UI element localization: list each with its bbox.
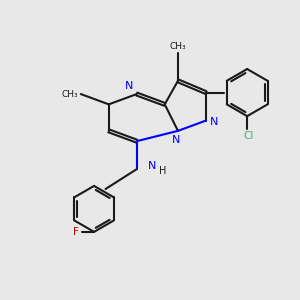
Text: N: N — [148, 161, 156, 171]
Text: CH₃: CH₃ — [62, 90, 78, 99]
Text: N: N — [209, 117, 218, 127]
Text: CH₃: CH₃ — [170, 42, 186, 51]
Text: F: F — [73, 227, 79, 237]
Text: N: N — [125, 80, 133, 91]
Text: Cl: Cl — [244, 131, 254, 141]
Text: N: N — [172, 135, 181, 145]
Text: H: H — [159, 166, 166, 176]
